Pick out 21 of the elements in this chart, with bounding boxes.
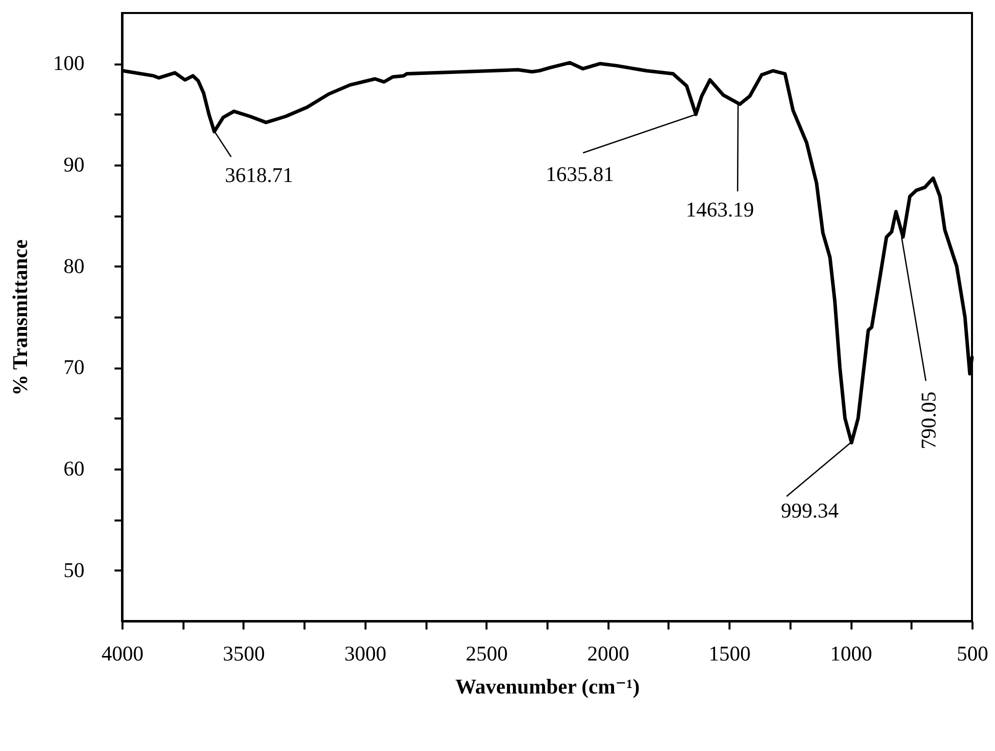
x-axis-title: Wavenumber (cm⁻¹)	[455, 674, 640, 698]
x-tick-label: 3000	[344, 642, 386, 666]
y-axis-title: % Transmittance	[8, 239, 32, 396]
annotation: 790.05	[916, 391, 941, 450]
annotation: 999.34	[780, 498, 840, 523]
x-tick-label: 1500	[708, 642, 751, 666]
annotation: 1635.81	[546, 162, 614, 186]
y-tick-label: 80	[64, 254, 84, 278]
x-tick-label: 2000	[587, 642, 630, 666]
x-tick-label: 4000	[102, 642, 144, 666]
x-tick-label: 2500	[466, 642, 508, 666]
y-tick-label: 100	[53, 51, 84, 76]
annotation: 1463.19	[686, 198, 754, 222]
y-tick-label: 70	[64, 355, 84, 380]
annotation: 3618.71	[224, 163, 294, 188]
y-tick-label: 60	[64, 456, 84, 480]
y-tick-label: 50	[64, 558, 84, 582]
x-tick-label: 1000	[830, 642, 872, 666]
y-tick-label: 90	[64, 152, 84, 176]
x-tick-label: 3500	[222, 642, 265, 666]
x-tick-label: 500	[956, 642, 988, 666]
